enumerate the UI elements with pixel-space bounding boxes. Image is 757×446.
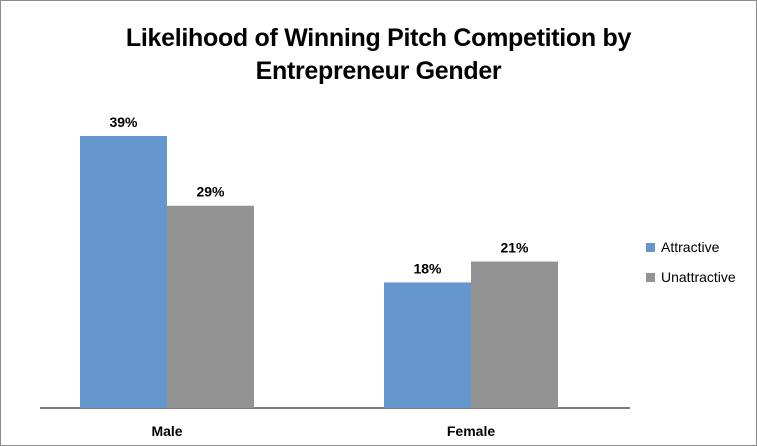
- legend-swatch-attractive: [646, 242, 655, 252]
- bars-group: 39% 29% Male 18% 21% Female: [80, 114, 558, 439]
- legend-label-attractive: Attractive: [661, 239, 720, 255]
- legend-swatch-unattractive: [646, 272, 655, 282]
- bar-attractive-male: [80, 136, 167, 408]
- category-label-female: Female: [447, 423, 495, 439]
- category-label-male: Male: [151, 423, 182, 439]
- data-label-attractive-female: 18%: [413, 260, 442, 276]
- legend: Attractive Unattractive: [646, 238, 736, 298]
- legend-label-unattractive: Unattractive: [661, 269, 736, 285]
- chart-title-line-1: Likelihood of Winning Pitch Competition …: [125, 24, 632, 52]
- bar-unattractive-female: [471, 261, 558, 408]
- data-label-unattractive-male: 29%: [196, 184, 225, 200]
- chart-title: Likelihood of Winning Pitch Competition …: [0, 22, 757, 88]
- legend-item-attractive: Attractive: [646, 238, 736, 256]
- bar-attractive-female: [384, 282, 471, 408]
- bar-unattractive-male: [167, 205, 254, 408]
- chart-title-line-2: Entrepreneur Gender: [255, 57, 502, 85]
- data-label-unattractive-female: 21%: [500, 240, 529, 256]
- legend-item-unattractive: Unattractive: [646, 268, 736, 286]
- data-label-attractive-male: 39%: [109, 114, 138, 130]
